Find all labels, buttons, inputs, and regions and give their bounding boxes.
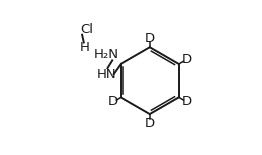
- Text: H: H: [80, 41, 90, 54]
- Text: D: D: [181, 95, 192, 108]
- Text: D: D: [145, 32, 155, 45]
- Text: Cl: Cl: [80, 23, 93, 36]
- Text: D: D: [181, 53, 192, 66]
- Text: D: D: [108, 95, 118, 108]
- Text: H₂N: H₂N: [94, 48, 119, 61]
- Text: D: D: [145, 117, 155, 130]
- Text: HN: HN: [96, 68, 116, 81]
